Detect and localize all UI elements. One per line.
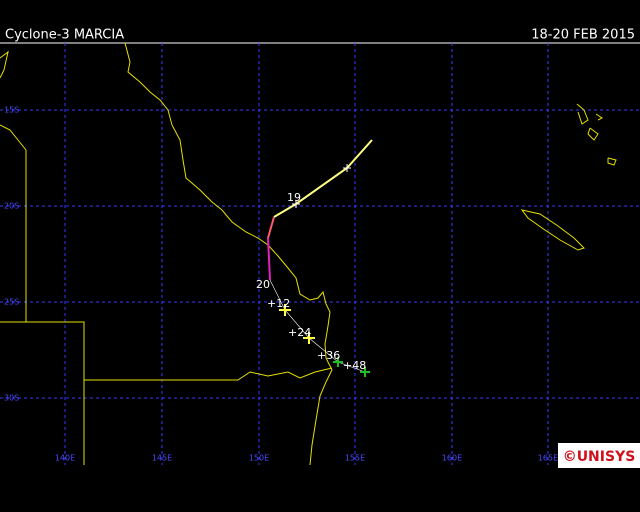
- track-line: [273, 139, 373, 218]
- latitude-label: 20S: [4, 202, 19, 211]
- coast: [124, 42, 333, 466]
- logo-box: [558, 443, 640, 468]
- latitude-label: 15S: [4, 106, 19, 115]
- longitude-label: 160E: [442, 454, 462, 463]
- logo: ©UNISYS: [563, 449, 636, 465]
- track: [267, 139, 373, 377]
- longitude-label: 165E: [538, 454, 558, 463]
- track-label: +12: [267, 297, 290, 310]
- title: Cyclone-3 MARCIA: [5, 28, 124, 43]
- longitude-label: 140E: [55, 454, 75, 463]
- date: 18-20 FEB 2015: [531, 28, 635, 43]
- latitude-label: 25S: [4, 298, 19, 307]
- track-label: +36: [317, 349, 340, 362]
- coast: [0, 124, 27, 151]
- track-mark: [292, 164, 351, 208]
- track-line: [267, 237, 271, 281]
- island: [607, 157, 617, 166]
- island: [595, 113, 603, 121]
- track-line: [267, 216, 275, 239]
- longitude-label: 145E: [152, 454, 172, 463]
- latitude-label: 30S: [4, 394, 19, 403]
- coastline: [0, 42, 617, 466]
- forecast-mark: [279, 304, 315, 344]
- border: [84, 367, 333, 381]
- track-label: 19: [287, 191, 301, 204]
- longitude-label: 155E: [345, 454, 365, 463]
- island: [587, 127, 599, 141]
- track-label: 20: [256, 278, 270, 291]
- border: [26, 321, 85, 465]
- forecast-mark: [333, 357, 370, 377]
- longitude-label: 150E: [249, 454, 269, 463]
- coast: [0, 50, 9, 79]
- track-label: +48: [343, 359, 366, 372]
- island: [576, 103, 589, 125]
- island: [520, 209, 585, 251]
- track-label: +24: [288, 326, 311, 339]
